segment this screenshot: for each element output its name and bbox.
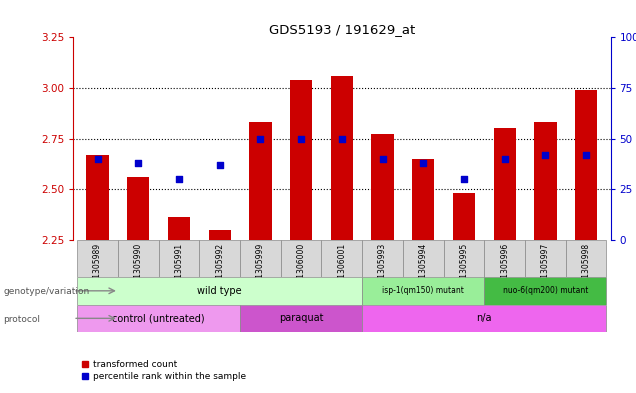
Bar xyxy=(331,76,353,240)
Bar xyxy=(77,277,363,305)
Bar xyxy=(249,122,272,240)
Bar xyxy=(86,155,109,240)
Text: protocol: protocol xyxy=(3,315,40,323)
Bar xyxy=(321,240,363,277)
Point xyxy=(378,156,388,162)
Text: control (untreated): control (untreated) xyxy=(113,313,205,323)
Bar xyxy=(363,277,485,305)
Bar xyxy=(575,90,597,240)
Point xyxy=(92,156,102,162)
Bar xyxy=(77,240,118,277)
Text: paraquat: paraquat xyxy=(279,313,323,323)
Bar xyxy=(444,240,485,277)
Bar xyxy=(290,80,312,240)
Bar xyxy=(118,240,158,277)
Point xyxy=(133,160,143,166)
Point xyxy=(418,160,429,166)
Point xyxy=(337,135,347,141)
Bar xyxy=(240,305,363,332)
Text: GSM1305993: GSM1305993 xyxy=(378,243,387,294)
Bar xyxy=(525,240,566,277)
Text: genotype/variation: genotype/variation xyxy=(3,287,90,296)
Text: GSM1306000: GSM1306000 xyxy=(296,243,306,294)
Text: isp-1(qm150) mutant: isp-1(qm150) mutant xyxy=(382,286,464,295)
Bar xyxy=(77,305,240,332)
Text: GSM1305994: GSM1305994 xyxy=(418,243,428,294)
Bar xyxy=(534,122,556,240)
Text: GSM1305991: GSM1305991 xyxy=(174,243,184,294)
Bar xyxy=(494,129,516,240)
Text: GSM1305999: GSM1305999 xyxy=(256,243,265,294)
Bar xyxy=(566,240,607,277)
Bar xyxy=(412,159,434,240)
Point xyxy=(296,135,306,141)
Point xyxy=(459,176,469,182)
Point xyxy=(581,152,591,158)
Bar xyxy=(363,240,403,277)
Bar xyxy=(453,193,475,240)
Text: GSM1305997: GSM1305997 xyxy=(541,243,550,294)
Text: wild type: wild type xyxy=(197,286,242,296)
Text: GSM1305992: GSM1305992 xyxy=(215,243,225,294)
Bar xyxy=(403,240,444,277)
Point xyxy=(500,156,510,162)
Text: GSM1306001: GSM1306001 xyxy=(337,243,347,294)
Point xyxy=(255,135,265,141)
Point xyxy=(214,162,225,168)
Text: nuo-6(qm200) mutant: nuo-6(qm200) mutant xyxy=(502,286,588,295)
Bar xyxy=(485,277,607,305)
Bar xyxy=(280,240,321,277)
Text: GSM1305989: GSM1305989 xyxy=(93,243,102,294)
Text: GSM1305995: GSM1305995 xyxy=(459,243,469,294)
Text: GSM1305996: GSM1305996 xyxy=(500,243,509,294)
Point xyxy=(541,152,551,158)
Bar xyxy=(371,134,394,240)
Bar xyxy=(158,240,199,277)
Text: n/a: n/a xyxy=(476,313,492,323)
Bar xyxy=(240,240,280,277)
Legend: transformed count, percentile rank within the sample: transformed count, percentile rank withi… xyxy=(78,356,250,385)
Title: GDS5193 / 191629_at: GDS5193 / 191629_at xyxy=(269,23,415,36)
Text: GSM1305998: GSM1305998 xyxy=(582,243,591,294)
Bar xyxy=(168,217,190,240)
Bar xyxy=(485,240,525,277)
Bar xyxy=(127,177,149,240)
Point xyxy=(174,176,184,182)
Bar xyxy=(199,240,240,277)
Text: GSM1305990: GSM1305990 xyxy=(134,243,142,294)
Bar xyxy=(209,230,231,240)
Bar xyxy=(363,305,607,332)
